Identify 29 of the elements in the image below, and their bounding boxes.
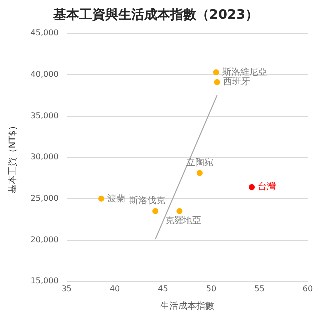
annotation: 台灣 <box>258 182 276 193</box>
y-tick-label: 15,000 <box>30 276 59 286</box>
y-tick-label: 25,000 <box>30 194 59 204</box>
point <box>176 208 183 214</box>
annotation: 波蘭 <box>108 193 126 204</box>
y-tick-label: 20,000 <box>30 235 59 244</box>
x-tick-label: 50 <box>206 284 217 294</box>
annotation: 斯洛伐克 <box>130 196 166 207</box>
x-tick-label: 35 <box>62 284 72 294</box>
y-axis-title: 基本工資（NT$） <box>8 122 19 194</box>
point <box>196 170 203 176</box>
y-tick-label: 45,000 <box>30 28 59 38</box>
point <box>249 184 256 190</box>
x-axis-title: 生活成本指數 <box>160 300 214 312</box>
y-tick-label: 35,000 <box>30 111 59 120</box>
point <box>152 208 159 214</box>
x-tick-label: 45 <box>158 284 168 294</box>
y-tick-label: 40,000 <box>30 70 59 80</box>
chart-title: 基本工資與生活成本指數（2023） <box>52 7 259 24</box>
annotation: 斯洛維尼亞 <box>222 66 268 78</box>
x-tick-label: 55 <box>254 284 265 294</box>
x-tick-label: 40 <box>110 284 120 294</box>
point <box>213 69 220 76</box>
point <box>98 196 105 202</box>
annotation: 克羅地亞 <box>166 216 202 227</box>
x-tick-label: 60 <box>302 284 314 294</box>
point <box>214 79 220 86</box>
y-tick-label: 30,000 <box>30 152 59 162</box>
annotation: 西班牙 <box>223 76 250 88</box>
